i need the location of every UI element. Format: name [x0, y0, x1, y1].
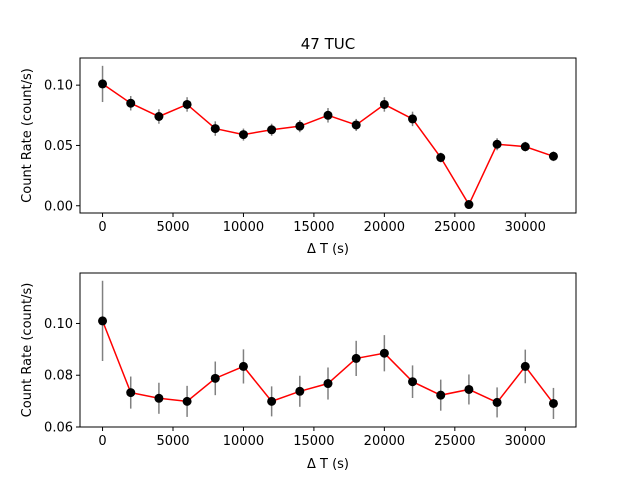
top-x-tick-label: 20000: [364, 220, 405, 235]
bottom-y-ticks: 0.06 0.08 0.10: [44, 317, 80, 436]
bottom-x-tick-label: 25000: [434, 434, 475, 449]
top-data-point: [323, 110, 333, 120]
top-data-point: [154, 112, 164, 122]
chart-title: 47 TUC: [301, 35, 355, 53]
bottom-x-tick-label: 15000: [293, 434, 334, 449]
bottom-data-point: [548, 398, 558, 408]
top-data-point: [351, 120, 361, 130]
bottom-data-point: [154, 393, 164, 403]
top-x-tick-label: 30000: [505, 220, 546, 235]
bottom-data-point: [323, 379, 333, 389]
top-subplot: 47 TUC 0 5000 10000 15000 20000 25000 30000 0.…: [20, 35, 577, 257]
top-data-point: [267, 125, 277, 135]
top-data-point: [126, 98, 136, 108]
bottom-data-point: [238, 361, 248, 371]
top-y-axis-label: Count Rate (count/s): [20, 68, 35, 203]
top-data-point: [210, 124, 220, 134]
top-y-tick-label: 0.05: [44, 139, 73, 154]
bottom-data-point: [520, 361, 530, 371]
top-y-tick-label: 0.10: [44, 79, 73, 94]
bottom-data-point: [464, 384, 474, 394]
bottom-x-tick-label: 10000: [223, 434, 264, 449]
bottom-data-point: [492, 397, 502, 407]
bottom-subplot: 0 5000 10000 15000 20000 25000 30000 0.060.080…: [20, 272, 577, 472]
bottom-axes-frame: [79, 272, 577, 428]
top-data-point: [464, 200, 474, 210]
bottom-data-point: [295, 386, 305, 396]
bottom-data-point: [98, 316, 108, 326]
bottom-x-tick-label: 30000: [505, 434, 546, 449]
top-y-tick-label: 0.00: [44, 199, 73, 214]
bottom-data-point: [210, 373, 220, 383]
bottom-x-tick-label: 5000: [156, 434, 189, 449]
bottom-data-point: [182, 396, 192, 406]
top-data-point: [492, 139, 502, 149]
bottom-x-tick-label: 20000: [364, 434, 405, 449]
top-data-point: [379, 99, 389, 109]
bottom-x-tick-label: 0: [98, 434, 106, 449]
top-plot-content: [98, 65, 558, 210]
bottom-data-point: [351, 353, 361, 363]
top-data-point: [295, 121, 305, 131]
top-data-point: [182, 99, 192, 109]
top-data-point: [98, 79, 108, 89]
bottom-x-ticks: 0 5000 10000 15000 20000 25000 30000: [98, 427, 546, 449]
top-x-ticks: 0 5000 10000 15000 20000 25000 30000: [98, 213, 546, 235]
bottom-y-axis-label: Count Rate (count/s): [20, 283, 35, 418]
bottom-data-point: [267, 396, 277, 406]
top-data-point: [548, 151, 558, 161]
top-y-ticks: 0.00 0.05 0.10: [44, 79, 80, 214]
bottom-y-tick-label: 0.06: [44, 421, 73, 436]
top-data-point: [408, 114, 418, 124]
top-x-tick-label: 15000: [293, 220, 334, 235]
top-x-axis-label: Δ T (s): [307, 242, 349, 257]
bottom-data-point: [436, 390, 446, 400]
top-x-tick-label: 10000: [223, 220, 264, 235]
top-data-point: [436, 153, 446, 163]
bottom-data-point: [408, 377, 418, 387]
bottom-data-point: [379, 348, 389, 358]
bottom-x-axis-label: Δ T (s): [307, 457, 349, 472]
top-x-tick-label: 25000: [434, 220, 475, 235]
bottom-y-tick-label: 0.10: [44, 317, 73, 332]
top-axes-frame: [79, 57, 577, 214]
top-data-point: [238, 130, 248, 140]
bottom-data-point: [126, 388, 136, 398]
bottom-plot-content: [98, 280, 558, 419]
top-x-tick-label: 0: [98, 220, 106, 235]
bottom-y-tick-label: 0.08: [44, 369, 73, 384]
top-data-point: [520, 142, 530, 152]
top-x-tick-label: 5000: [156, 220, 189, 235]
